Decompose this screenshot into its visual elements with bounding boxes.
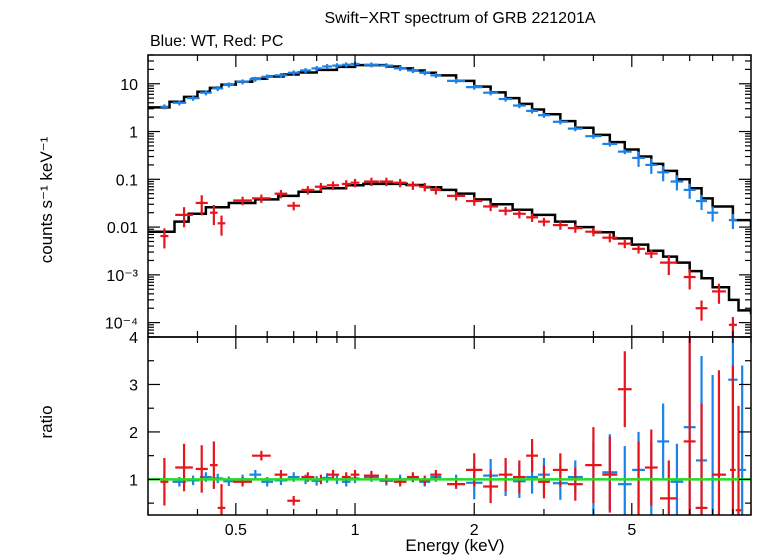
- x-tick-label: 5: [627, 522, 636, 539]
- bottom-y-tick-label: 4: [129, 330, 138, 347]
- x-tick-label: 1: [351, 522, 360, 539]
- chart-subtitle: Blue: WT, Red: PC: [150, 33, 283, 50]
- bottom-frame: [147, 336, 752, 516]
- bottom-y-tick-label: 3: [129, 377, 138, 394]
- x-tick-label: 0.5: [225, 522, 247, 539]
- chart-title: Swift−XRT spectrum of GRB 221201A: [324, 10, 595, 27]
- bottom-y-tick-label: 2: [129, 425, 138, 442]
- x-axis-label: Energy (keV): [405, 536, 504, 555]
- top-y-tick-label: 10: [120, 77, 138, 94]
- ratio-panel: 1 2 3 4 0.5 1 2 5: [129, 330, 752, 539]
- top-y-tick-label: 10⁻³: [106, 268, 138, 285]
- model-line-pc: [148, 182, 751, 315]
- top-y-axis-label: counts s⁻¹ keV⁻¹: [37, 136, 56, 263]
- top-y-tick-label: 0.1: [116, 172, 138, 189]
- ratio-data: [148, 337, 751, 515]
- bottom-y-axis-label: ratio: [37, 405, 56, 438]
- bottom-y-tick-label: 1: [129, 472, 138, 489]
- top-y-tick-label: 0.01: [107, 220, 138, 237]
- top-y-tick-label: 10⁻⁴: [105, 316, 138, 333]
- top-y-tick-label: 1: [129, 125, 138, 142]
- spectrum-data: [148, 61, 751, 337]
- x-tick-label: 2: [470, 522, 479, 539]
- spectrum-panel: 10 1 0.1 0.01 10⁻³ 10⁻⁴: [105, 54, 752, 338]
